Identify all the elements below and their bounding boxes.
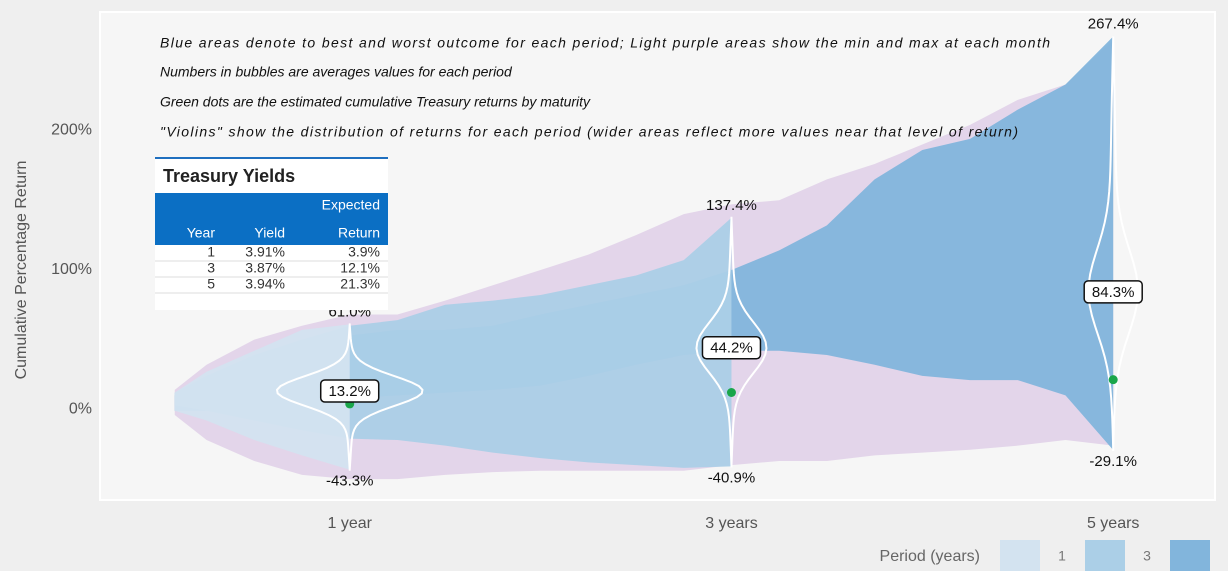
note: Green dots are the estimated cumulative … bbox=[160, 94, 591, 110]
legend-swatch bbox=[1170, 540, 1210, 571]
table-header-cell: Yield bbox=[254, 225, 285, 241]
y-tick-label: 0% bbox=[69, 401, 92, 418]
table-header-cell: Year bbox=[187, 225, 216, 241]
x-tick-label: 1 year bbox=[327, 515, 372, 532]
table-header-cell: Return bbox=[338, 225, 380, 241]
table-cell: 3 bbox=[207, 260, 215, 276]
treasury-dot bbox=[726, 388, 736, 398]
table-cell: 21.3% bbox=[340, 276, 380, 292]
table-cell: 3.9% bbox=[348, 244, 380, 260]
min-label: -43.3% bbox=[326, 473, 374, 490]
y-tick-label: 200% bbox=[51, 122, 92, 139]
table-header bbox=[155, 193, 388, 245]
mean-bubble bbox=[319, 379, 380, 403]
table-title: Treasury Yields bbox=[163, 166, 295, 186]
mean-label: 13.2% bbox=[328, 383, 371, 400]
violin bbox=[695, 217, 768, 468]
areas bbox=[174, 36, 1114, 480]
legend-title: Period (years) bbox=[880, 548, 980, 565]
min-label: -29.1% bbox=[1089, 453, 1137, 470]
max-label: 267.4% bbox=[1088, 16, 1139, 33]
violin bbox=[275, 323, 424, 470]
table-cell: 1 bbox=[207, 244, 215, 260]
mean-label: 84.3% bbox=[1092, 284, 1135, 301]
table-cell: 12.1% bbox=[340, 260, 380, 276]
note: Numbers in bubbles are averages values f… bbox=[160, 64, 513, 80]
treasury-dot bbox=[1108, 375, 1118, 385]
note: Blue areas denote to best and worst outc… bbox=[160, 35, 1050, 51]
violins bbox=[275, 36, 1139, 470]
axes: 0% 100% 200% 1 year 3 years 5 years bbox=[51, 122, 1139, 533]
legend-swatch bbox=[1085, 540, 1125, 571]
mean-bubble bbox=[1083, 280, 1143, 304]
violin bbox=[1087, 36, 1139, 451]
mean-label: 44.2% bbox=[710, 340, 753, 357]
table-header-cell: Expected bbox=[322, 197, 380, 213]
y-tick-label: 100% bbox=[51, 261, 92, 278]
table-cell: 3.94% bbox=[245, 276, 285, 292]
table: Treasury Yields Expected Year Yield Retu… bbox=[155, 157, 388, 310]
min-label: -40.9% bbox=[708, 469, 756, 486]
x-tick-label: 5 years bbox=[1087, 515, 1139, 532]
note: "Violins" show the distribution of retur… bbox=[160, 124, 1018, 140]
legend-label: 1 bbox=[1058, 548, 1066, 564]
y-axis-label: Cumulative Percentage Return bbox=[13, 161, 30, 380]
mean-bubble bbox=[701, 335, 762, 360]
table-cell: 3.91% bbox=[245, 244, 285, 260]
period-area bbox=[174, 324, 350, 470]
table-body: 1 3.91% 3.9% 3 3.87% 12.1% 5 3.94% 21.3% bbox=[155, 244, 388, 294]
legend-label: 3 bbox=[1143, 548, 1151, 564]
table-cell: 3.87% bbox=[245, 260, 285, 276]
legend-swatch bbox=[1000, 540, 1040, 571]
table-cell: 5 bbox=[207, 276, 215, 292]
x-tick-label: 3 years bbox=[705, 515, 757, 532]
max-label: 137.4% bbox=[706, 197, 757, 214]
